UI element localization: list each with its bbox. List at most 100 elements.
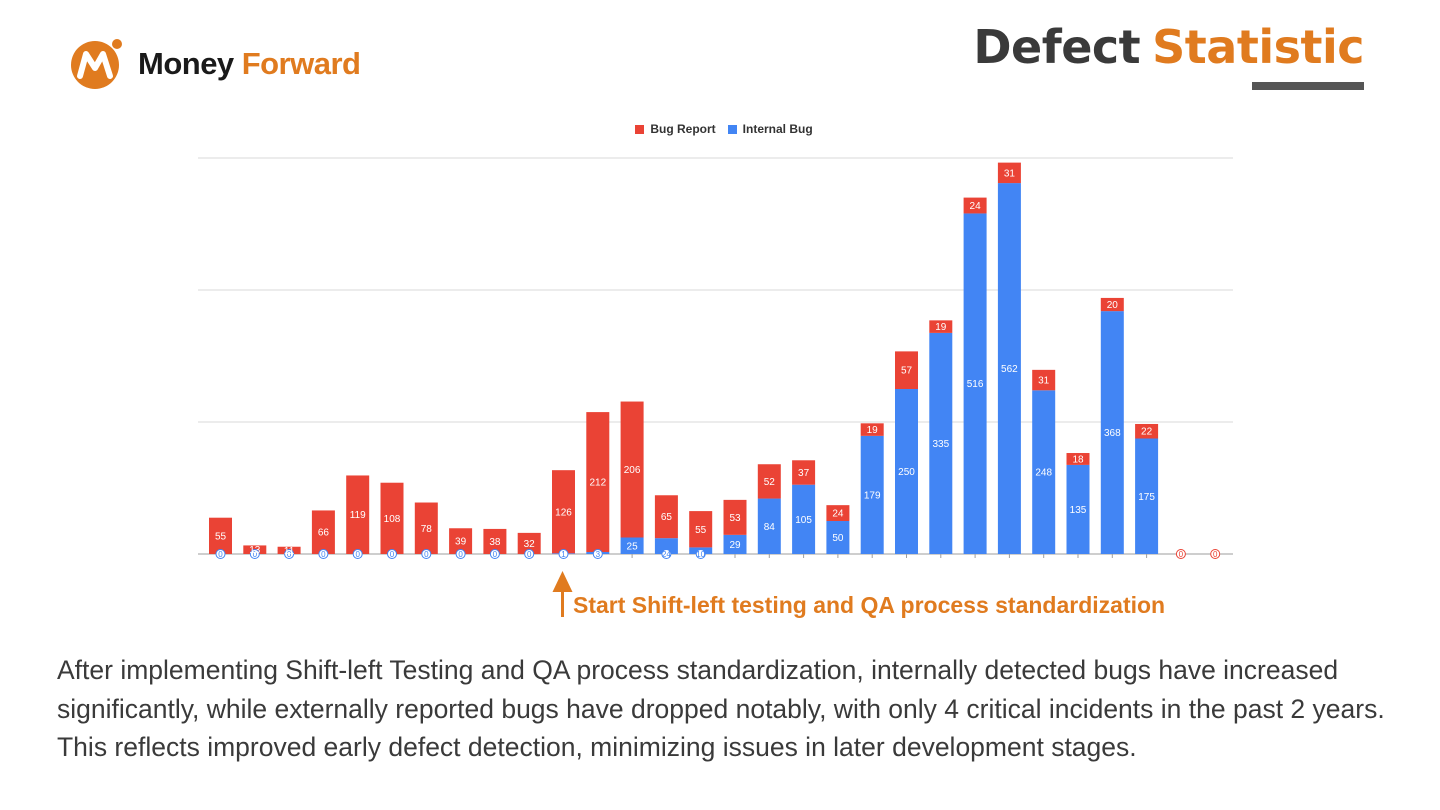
data-label-internal-bug: 335 xyxy=(932,439,949,450)
bar-bug-report xyxy=(346,475,370,554)
data-label-internal-bug: 179 xyxy=(864,490,881,501)
bar-internal-bug xyxy=(654,538,678,554)
data-label-internal-bug: 0 xyxy=(218,550,223,559)
data-label-internal-bug: 368 xyxy=(1104,428,1121,439)
bar-bug-report xyxy=(517,532,541,554)
data-label-internal-bug: 50 xyxy=(832,533,844,544)
data-label-internal-bug: 105 xyxy=(795,515,812,526)
bar-bug-report xyxy=(895,351,918,389)
data-label-bug-report: 38 xyxy=(489,537,501,548)
data-label-internal-bug: 516 xyxy=(967,379,984,390)
data-label-badge xyxy=(695,549,706,559)
bar-bug-report xyxy=(620,401,644,538)
data-label-badge xyxy=(455,549,466,559)
data-label-bug-report: 24 xyxy=(970,201,982,212)
data-label-bug-report: 126 xyxy=(555,507,572,518)
data-label-badge xyxy=(592,549,603,559)
data-label-internal-bug: 250 xyxy=(898,467,915,478)
data-label-bug-report: 119 xyxy=(350,510,366,521)
bar-bug-report xyxy=(483,528,507,554)
bar-internal-bug xyxy=(826,521,850,554)
bar-internal-bug xyxy=(860,435,884,554)
bar-internal-bug xyxy=(620,537,644,554)
title-part-1: Defect xyxy=(973,20,1141,74)
data-label-internal-bug: 3 xyxy=(596,550,601,559)
bar-bug-report xyxy=(1100,297,1124,312)
data-label-internal-bug: 1 xyxy=(561,550,566,559)
data-label-bug-report: 55 xyxy=(695,525,707,536)
data-label-bug-report: 53 xyxy=(729,513,741,524)
bar-internal-bug xyxy=(792,484,816,554)
data-label-bug-report: 206 xyxy=(624,465,641,476)
data-label-internal-bug: 248 xyxy=(1035,468,1052,479)
data-label-internal-bug: 0 xyxy=(458,550,463,559)
data-label-internal-bug: 562 xyxy=(1001,364,1018,375)
data-label-internal-bug: 0 xyxy=(424,550,429,559)
data-label-bug-report: 18 xyxy=(1072,454,1084,465)
logo-word-money: Money xyxy=(138,46,234,81)
data-label-bug-report: 212 xyxy=(589,478,606,489)
brand-logo: Money Forward xyxy=(70,38,361,90)
data-label-internal-bug: 29 xyxy=(729,540,741,551)
data-label-internal-bug: 0 xyxy=(1179,550,1184,559)
data-label-badge xyxy=(1175,549,1186,559)
data-label-bug-report: 31 xyxy=(1004,168,1016,179)
data-label-badge xyxy=(558,549,569,559)
data-label-bug-report: 24 xyxy=(832,509,844,520)
money-forward-logo-icon xyxy=(71,39,122,89)
data-label-bug-report: 108 xyxy=(384,514,401,525)
data-label-internal-bug: 175 xyxy=(1138,492,1155,503)
bar-bug-report xyxy=(860,423,884,436)
data-label-badge xyxy=(421,549,432,559)
shift-left-annotation: Start Shift-left testing and QA process … xyxy=(573,592,1166,618)
data-label-bug-report: 13 xyxy=(249,545,261,556)
bar-bug-report xyxy=(723,499,747,535)
bar-bug-report xyxy=(757,464,781,499)
data-label-badge xyxy=(352,549,363,559)
data-label-internal-bug: 0 xyxy=(355,550,360,559)
bar-internal-bug xyxy=(757,498,781,554)
title-underline xyxy=(1252,82,1364,90)
bar-bug-report xyxy=(997,162,1021,184)
bar-internal-bug xyxy=(929,332,953,554)
legend-item-internal-bug: Internal Bug xyxy=(727,122,813,136)
legend-label-bug-report: Bug Report xyxy=(650,122,716,136)
data-label-internal-bug: 24 xyxy=(662,550,671,559)
data-label-bug-report: 37 xyxy=(798,468,810,479)
bar-bug-report xyxy=(826,505,850,521)
chart-legend: Bug Report Internal Bug xyxy=(0,122,1440,136)
data-label-bug-report: 20 xyxy=(1107,300,1119,311)
bar-bug-report xyxy=(586,412,610,553)
data-label-internal-bug: 0 xyxy=(1213,550,1218,559)
data-label-internal-bug: 0 xyxy=(253,550,258,559)
summary-text: After implementing Shift-left Testing an… xyxy=(57,655,1385,762)
data-label-bug-report: 55 xyxy=(215,531,227,542)
data-label-badge xyxy=(1210,549,1221,559)
bar-bug-report xyxy=(963,197,987,214)
title-part-2: Statistic xyxy=(1152,20,1364,74)
bar-internal-bug xyxy=(723,534,747,554)
annotation-arrow-head xyxy=(552,571,573,592)
data-label-internal-bug: 84 xyxy=(764,522,776,533)
bar-bug-report xyxy=(689,511,713,548)
bar-bug-report xyxy=(552,470,575,554)
data-label-badge xyxy=(284,549,295,559)
legend-item-bug-report: Bug Report xyxy=(635,122,716,136)
bar-internal-bug xyxy=(1032,390,1056,554)
data-label-badge xyxy=(524,549,535,559)
bar-internal-bug xyxy=(1135,438,1159,554)
data-label-badge xyxy=(489,549,500,559)
bar-bug-report xyxy=(209,517,232,554)
data-label-bug-report: 31 xyxy=(1038,376,1050,387)
bar-internal-bug xyxy=(895,389,918,554)
legend-label-internal-bug: Internal Bug xyxy=(742,122,813,136)
bar-bug-report xyxy=(1066,453,1090,465)
bar-bug-report xyxy=(414,502,438,554)
data-label-badge xyxy=(249,549,260,559)
bar-internal-bug xyxy=(997,183,1021,554)
bar-internal-bug xyxy=(1100,311,1124,554)
data-label-internal-bug: 0 xyxy=(287,550,292,559)
data-label-bug-report: 66 xyxy=(318,528,330,539)
bar-bug-report xyxy=(449,528,473,554)
bar-bug-report xyxy=(1135,423,1159,439)
